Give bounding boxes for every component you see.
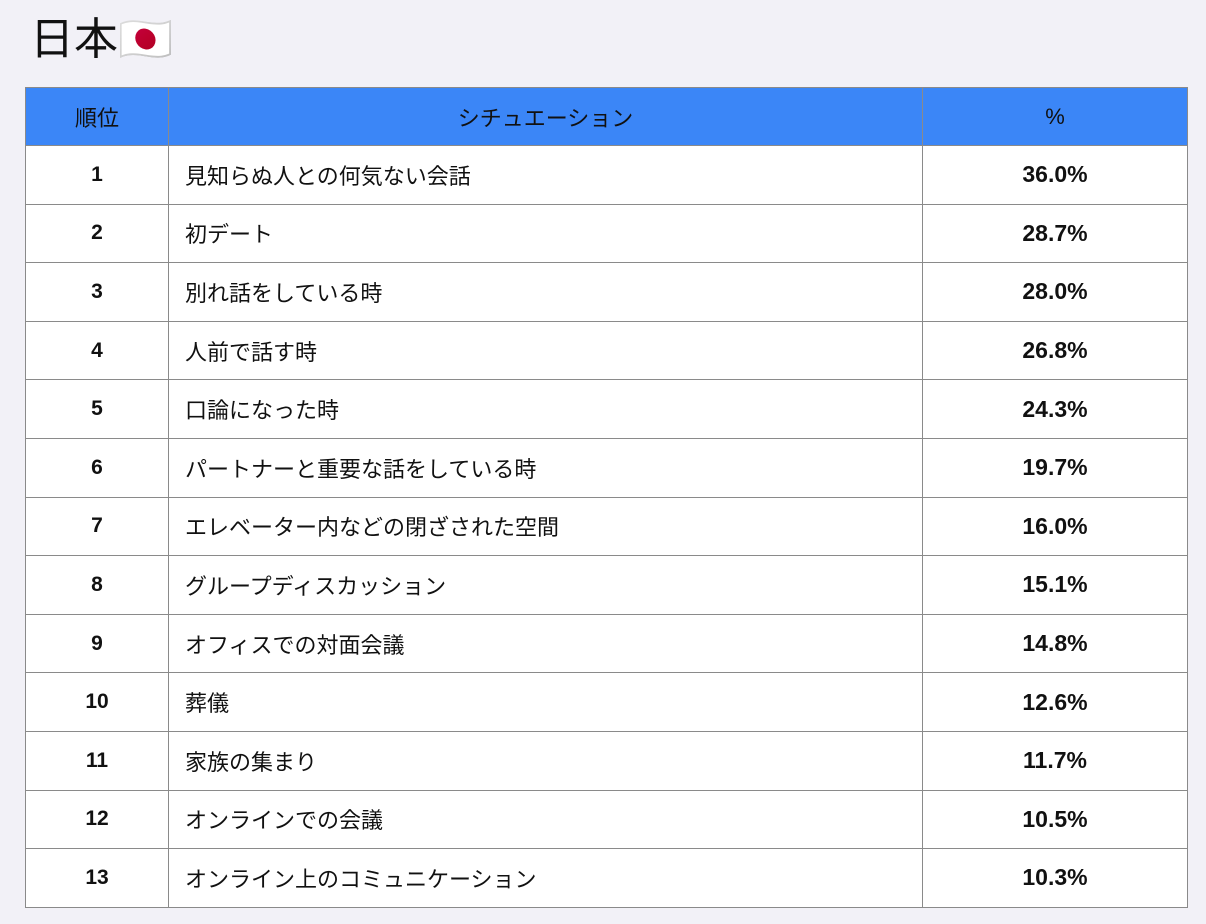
percent-cell: 36.0% (922, 145, 1188, 205)
situation-cell: 初デート (168, 203, 923, 264)
rank-cell: 1 (25, 145, 169, 205)
rank-cell: 12 (25, 789, 169, 850)
rank-cell: 7 (25, 496, 169, 557)
percent-cell: 16.0% (922, 496, 1188, 557)
rank-cell: 9 (25, 613, 169, 674)
situation-cell: 見知らぬ人との何気ない会話 (168, 145, 923, 205)
situation-cell: 別れ話をしている時 (168, 262, 923, 322)
situation-cell: 人前で話す時 (168, 320, 923, 381)
table-row: 10 葬儀 12.6% (25, 672, 1188, 732)
percent-cell: 19.7% (922, 437, 1188, 498)
rank-cell: 11 (25, 730, 169, 791)
column-header: 順位 (25, 87, 169, 146)
rank-cell: 8 (25, 555, 169, 615)
percent-cell: 26.8% (922, 320, 1188, 381)
rank-cell: 5 (25, 379, 169, 439)
percent-cell: 28.7% (922, 203, 1188, 264)
rank-cell: 13 (25, 848, 169, 908)
percent-cell: 10.3% (922, 848, 1188, 908)
rank-cell: 6 (25, 437, 169, 498)
table-row: 13 オンライン上のコミュニケーション 10.3% (25, 848, 1188, 908)
situation-cell: オフィスでの対面会議 (168, 613, 923, 674)
percent-cell: 12.6% (922, 672, 1188, 732)
percent-cell: 28.0% (922, 262, 1188, 322)
situation-cell: オンラインでの会議 (168, 789, 923, 850)
table-row: 1 見知らぬ人との何気ない会話 36.0% (25, 145, 1188, 205)
percent-cell: 11.7% (922, 730, 1188, 791)
situation-cell: グループディスカッション (168, 555, 923, 615)
situation-cell: エレベーター内などの閉ざされた空間 (168, 496, 923, 557)
situation-cell: 家族の集まり (168, 730, 923, 791)
ranking-table: 順位 シチュエーション% 1 見知らぬ人との何気ない会話 36.0% 2 初デート 28.7… (25, 87, 1188, 908)
table-row: 5 口論になった時 24.3% (25, 379, 1188, 439)
header-row: 順位 シチュエーション% (25, 87, 1188, 146)
page-title: 日本🇯🇵 (30, 15, 173, 64)
rank-cell: 10 (25, 672, 169, 732)
table-row: 9 オフィスでの対面会議 14.8% (25, 613, 1188, 674)
percent-cell: 15.1% (922, 555, 1188, 615)
column-header: % (922, 87, 1188, 146)
rank-cell: 4 (25, 320, 169, 381)
table-row: 12 オンラインでの会議 10.5% (25, 789, 1188, 850)
table-row: 8 グループディスカッション 15.1% (25, 555, 1188, 615)
rank-cell: 2 (25, 203, 169, 264)
situation-cell: 葬儀 (168, 672, 923, 732)
table-row: 3 別れ話をしている時 28.0% (25, 262, 1188, 322)
table-row: 11 家族の集まり 11.7% (25, 730, 1188, 791)
situation-cell: 口論になった時 (168, 379, 923, 439)
percent-cell: 10.5% (922, 789, 1188, 850)
situation-cell: パートナーと重要な話をしている時 (168, 437, 923, 498)
table-row: 6 パートナーと重要な話をしている時 19.7% (25, 437, 1188, 498)
table-body: 1 見知らぬ人との何気ない会話 36.0% 2 初デート 28.7% 3 別れ話をしている時 2… (25, 145, 1188, 908)
percent-cell: 24.3% (922, 379, 1188, 439)
column-header: シチュエーション (168, 87, 923, 146)
table-row: 4 人前で話す時 26.8% (25, 320, 1188, 381)
table-row: 7 エレベーター内などの閉ざされた空間 16.0% (25, 496, 1188, 557)
rank-cell: 3 (25, 262, 169, 322)
situation-cell: オンライン上のコミュニケーション (168, 848, 923, 908)
table-row: 2 初デート 28.7% (25, 203, 1188, 264)
percent-cell: 14.8% (922, 613, 1188, 674)
